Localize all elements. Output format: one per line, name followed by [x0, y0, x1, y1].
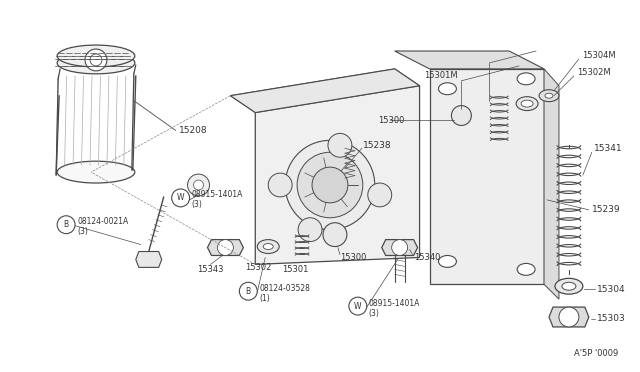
Ellipse shape — [545, 93, 553, 98]
Text: 15301: 15301 — [282, 265, 308, 274]
Text: 15340: 15340 — [415, 253, 441, 262]
Text: W: W — [177, 193, 184, 202]
Text: 15300: 15300 — [340, 253, 366, 262]
Polygon shape — [381, 240, 417, 256]
Circle shape — [392, 240, 408, 256]
Polygon shape — [544, 69, 559, 299]
Polygon shape — [136, 251, 162, 267]
Circle shape — [172, 189, 189, 207]
Circle shape — [193, 180, 204, 190]
Polygon shape — [207, 240, 243, 256]
Circle shape — [268, 173, 292, 197]
Ellipse shape — [517, 263, 535, 275]
Polygon shape — [230, 69, 420, 113]
Text: (3): (3) — [369, 308, 380, 318]
Text: (3): (3) — [191, 201, 202, 209]
Text: 15208: 15208 — [179, 126, 207, 135]
Ellipse shape — [438, 83, 456, 95]
Text: W: W — [354, 302, 362, 311]
Ellipse shape — [517, 73, 535, 85]
Text: 15301M: 15301M — [424, 71, 458, 80]
Ellipse shape — [57, 52, 135, 74]
Ellipse shape — [57, 161, 135, 183]
Text: 08124-03528: 08124-03528 — [259, 284, 310, 293]
Circle shape — [298, 218, 322, 241]
Ellipse shape — [539, 90, 559, 102]
Polygon shape — [549, 307, 589, 327]
Circle shape — [349, 297, 367, 315]
Ellipse shape — [516, 97, 538, 110]
Text: (3): (3) — [77, 227, 88, 236]
Text: 08915-1401A: 08915-1401A — [191, 190, 243, 199]
Polygon shape — [255, 86, 420, 264]
Text: 15304M: 15304M — [582, 51, 616, 61]
Text: B: B — [63, 220, 68, 229]
Ellipse shape — [438, 256, 456, 267]
Circle shape — [57, 216, 75, 234]
Circle shape — [239, 282, 257, 300]
Polygon shape — [230, 69, 420, 113]
Circle shape — [323, 223, 347, 247]
Circle shape — [312, 167, 348, 203]
Text: 15239: 15239 — [592, 205, 620, 214]
Text: 15300: 15300 — [378, 116, 404, 125]
Ellipse shape — [263, 244, 273, 250]
Text: 15238: 15238 — [363, 141, 392, 150]
Circle shape — [328, 134, 352, 157]
Circle shape — [188, 174, 209, 196]
Text: A'5P '0009: A'5P '0009 — [575, 349, 619, 358]
Text: 08915-1401A: 08915-1401A — [369, 299, 420, 308]
Circle shape — [90, 54, 102, 66]
Text: 15304: 15304 — [596, 285, 625, 294]
Circle shape — [451, 106, 471, 125]
Text: (1): (1) — [259, 294, 270, 303]
Text: 15302M: 15302M — [577, 68, 611, 77]
Text: 15343: 15343 — [198, 265, 224, 274]
Text: 15341: 15341 — [594, 144, 623, 153]
Text: 08124-0021A: 08124-0021A — [77, 217, 128, 226]
Ellipse shape — [555, 278, 583, 294]
Ellipse shape — [521, 100, 533, 107]
Ellipse shape — [562, 282, 576, 290]
Text: 15303: 15303 — [596, 314, 625, 324]
Circle shape — [297, 152, 363, 218]
Text: B: B — [246, 287, 251, 296]
Text: 15302: 15302 — [245, 263, 271, 272]
Circle shape — [85, 49, 107, 71]
Polygon shape — [395, 51, 544, 69]
Ellipse shape — [257, 240, 279, 253]
Circle shape — [218, 240, 234, 256]
Ellipse shape — [57, 45, 135, 67]
Polygon shape — [429, 69, 544, 284]
Circle shape — [285, 140, 375, 230]
Circle shape — [368, 183, 392, 207]
Circle shape — [559, 307, 579, 327]
